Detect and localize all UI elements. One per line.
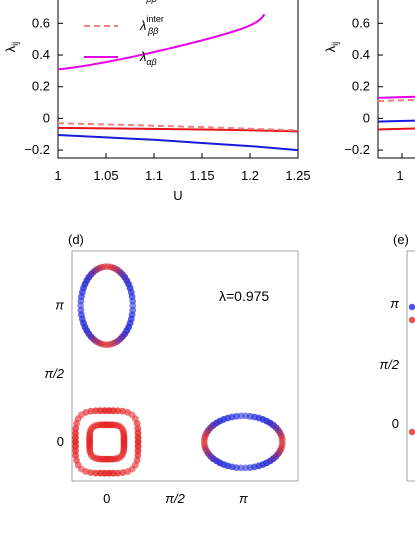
y-tick-label: 0 xyxy=(363,110,370,125)
series-line xyxy=(377,95,415,99)
y-tick-label: π/2 xyxy=(44,366,64,381)
y-tick-label: 0.4 xyxy=(352,47,370,62)
fermi-point xyxy=(134,442,142,450)
legend-entry: λinter ββ xyxy=(139,14,164,36)
x-tick-label: 1.1 xyxy=(145,168,163,183)
panel-label: (e) xyxy=(393,232,409,247)
x-tick-label: π/2 xyxy=(165,491,185,506)
fermi-point xyxy=(278,441,286,449)
legend-entry: λββ xyxy=(139,0,157,4)
y-tick-label: π xyxy=(55,298,64,313)
x-tick-label: 1.2 xyxy=(241,168,259,183)
x-tick-label: 1 xyxy=(396,168,403,183)
x-tick-label: 1.05 xyxy=(93,168,118,183)
series-line xyxy=(377,127,415,131)
y-tick-label: −0.2 xyxy=(344,142,370,157)
y-tick-label: 0 xyxy=(57,434,64,449)
y-tick-label: −0.2 xyxy=(24,142,50,157)
x-tick-label: 1.15 xyxy=(189,168,214,183)
fermi-point xyxy=(92,407,100,415)
fermi-point xyxy=(408,428,415,436)
series-line xyxy=(58,122,298,132)
y-axis-label: λij xyxy=(323,42,340,53)
series-line xyxy=(58,126,298,133)
y-axis-label: λij xyxy=(3,42,20,53)
y-tick-label: 0 xyxy=(392,416,399,431)
fermi-point xyxy=(119,407,127,415)
plot-frame xyxy=(71,250,299,482)
x-tick-label: 0 xyxy=(103,491,110,506)
x-tick-label: 1 xyxy=(54,168,61,183)
annotation: λ=0.975 xyxy=(219,288,269,304)
y-tick-label: 0.6 xyxy=(352,15,370,30)
x-tick-label: 1.25 xyxy=(285,168,310,183)
fermi-point xyxy=(120,440,128,448)
series-line xyxy=(377,98,415,102)
y-tick-label: 0.4 xyxy=(32,47,50,62)
series-line xyxy=(58,13,266,71)
fermi-point xyxy=(87,469,95,476)
x-tick-label: π xyxy=(239,491,248,506)
y-tick-label: 0 xyxy=(43,110,50,125)
y-tick-label: π/2 xyxy=(379,357,399,372)
fermi-point xyxy=(134,425,142,432)
fermi-point xyxy=(408,303,415,311)
y-tick-label: 0.6 xyxy=(32,15,50,30)
panel-label: (d) xyxy=(68,232,84,247)
x-axis-label: U xyxy=(173,188,182,203)
y-tick-label: π xyxy=(390,296,399,311)
series-line xyxy=(377,119,415,123)
legend-entry: λαβ xyxy=(139,49,157,67)
series-line xyxy=(58,134,298,152)
plot-frame xyxy=(57,0,299,159)
fermi-point xyxy=(129,306,137,314)
y-tick-label: 0.2 xyxy=(352,79,370,94)
fermi-point xyxy=(408,316,415,324)
fermi-point xyxy=(73,420,80,427)
fermi-point xyxy=(114,469,122,477)
y-tick-label: 0.2 xyxy=(32,79,50,94)
